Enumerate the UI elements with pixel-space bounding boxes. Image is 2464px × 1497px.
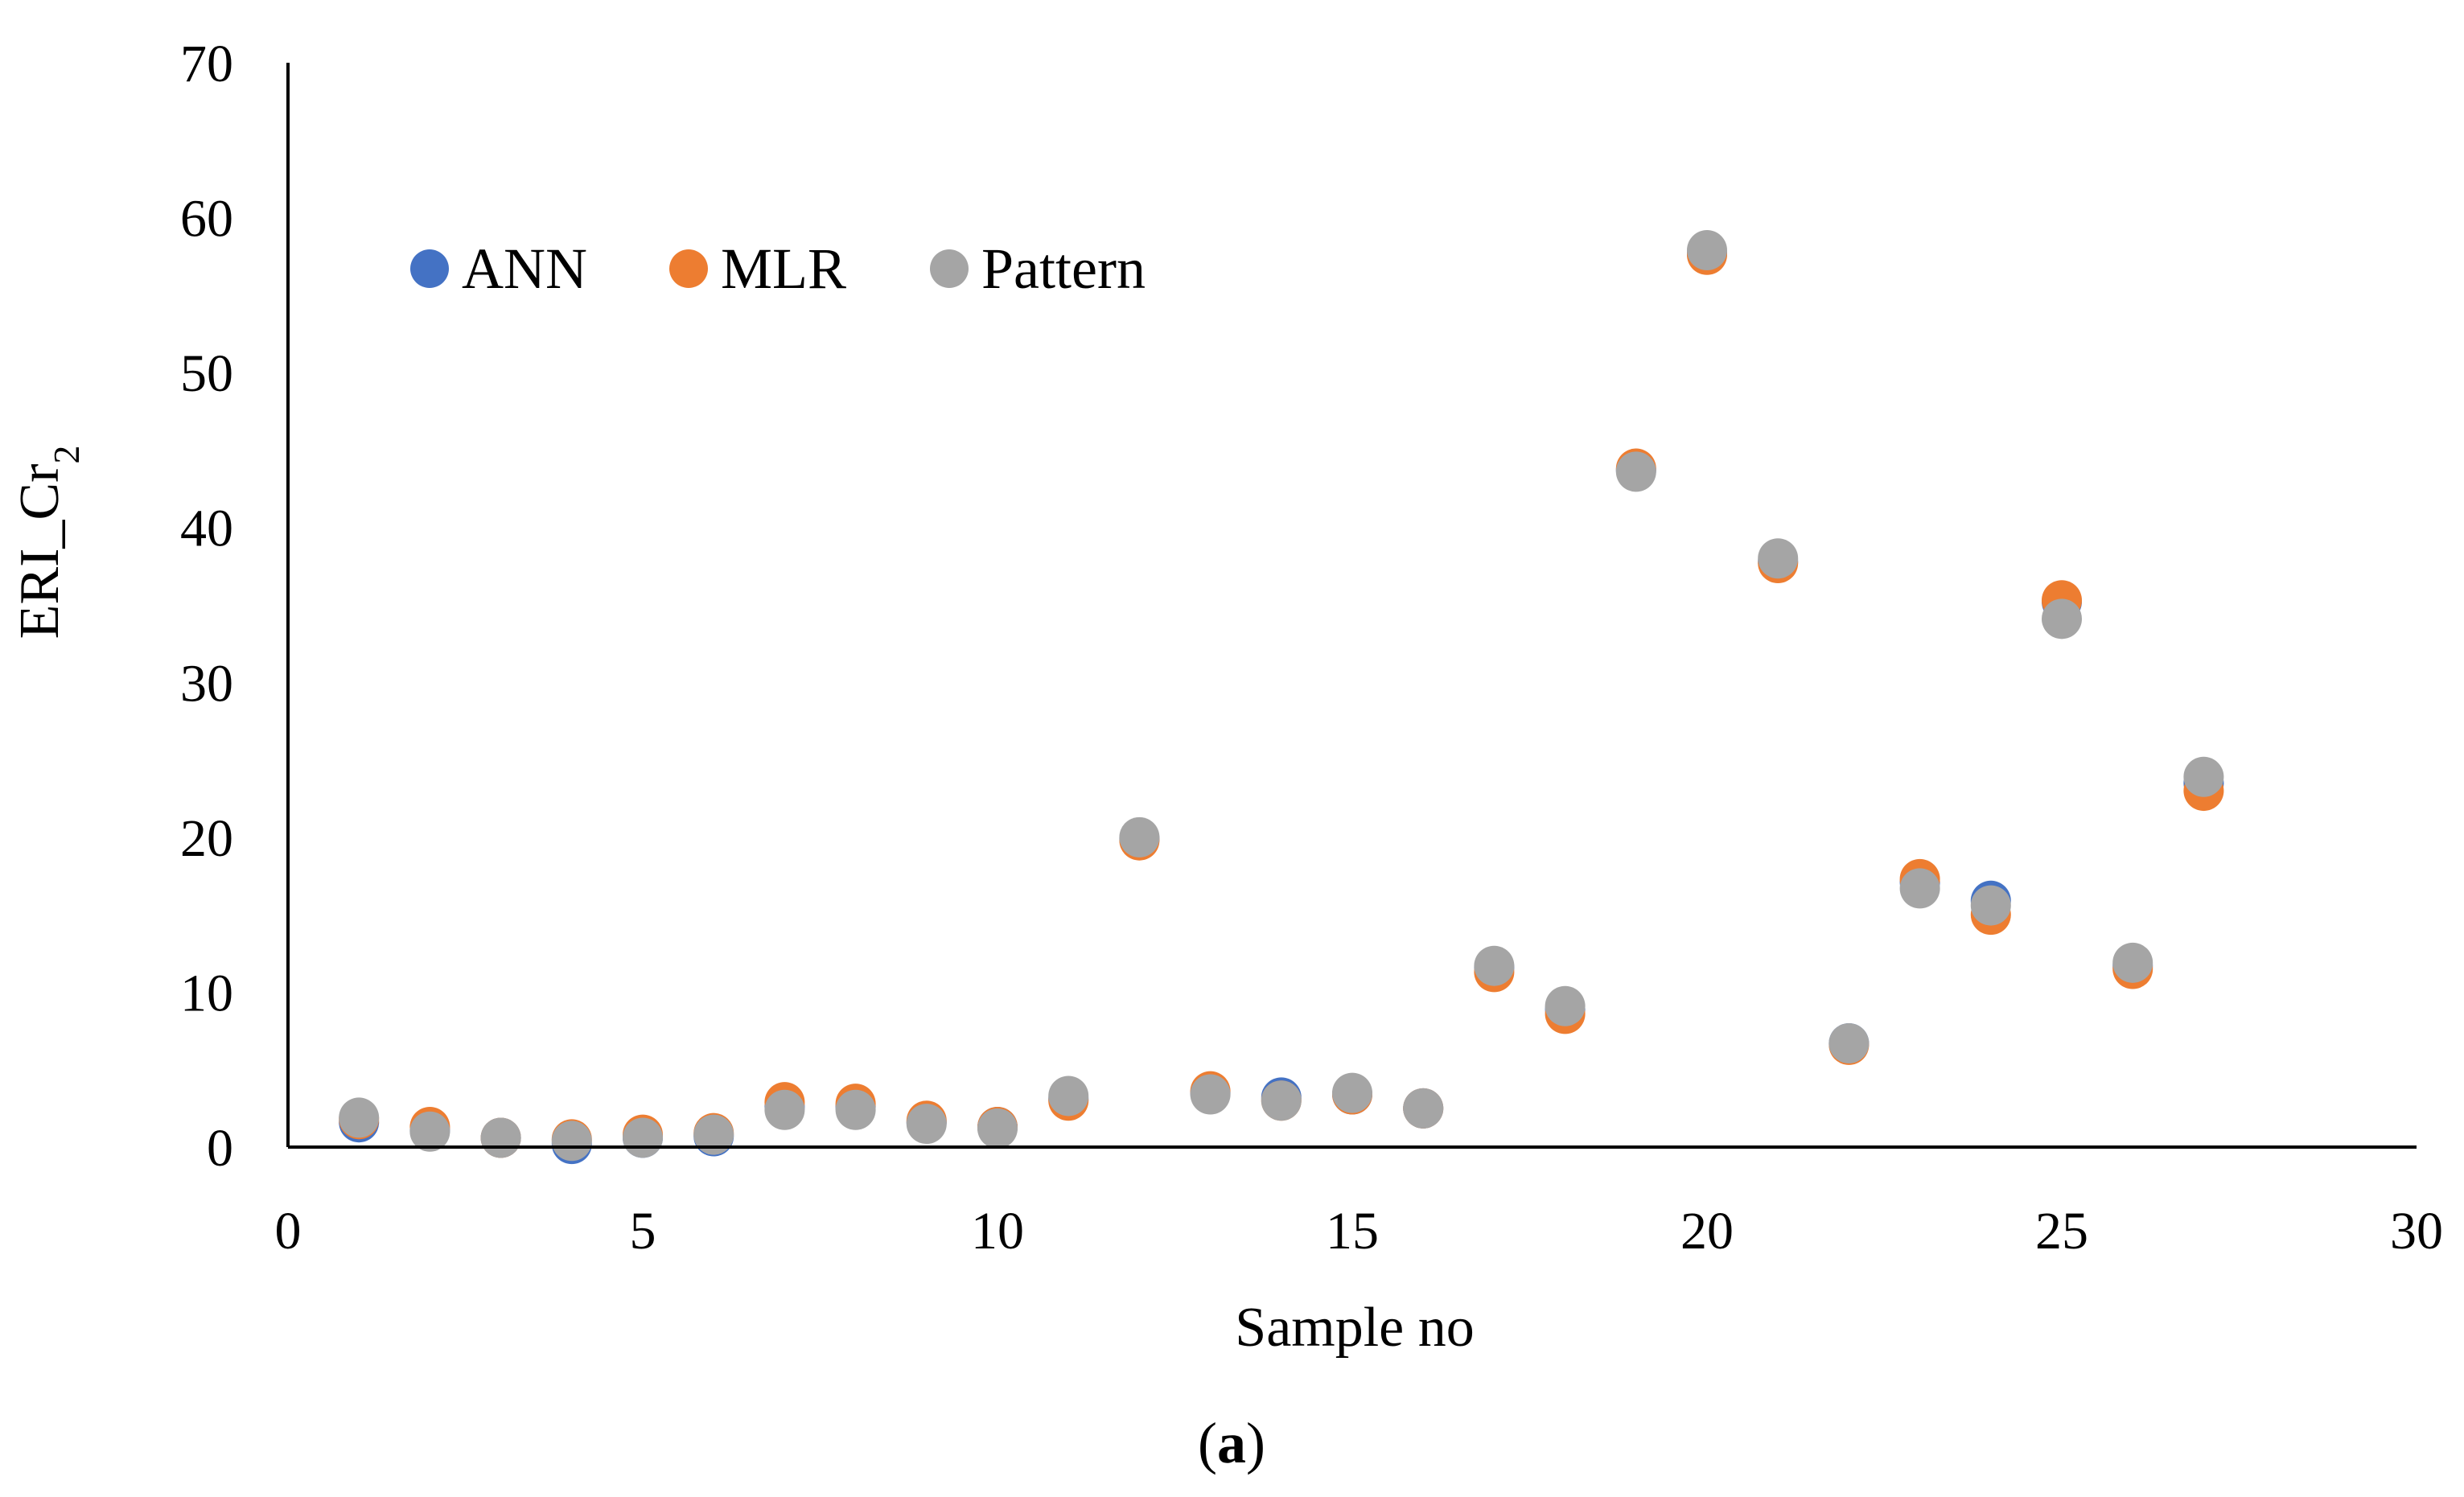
y-axis-title-main: ERI_Cr	[9, 464, 71, 640]
point-pattern	[693, 1114, 734, 1155]
point-pattern	[1758, 538, 1799, 579]
point-pattern	[764, 1089, 805, 1130]
legend-marker-ann	[410, 249, 449, 288]
y-tick-label: 10	[180, 964, 233, 1022]
point-pattern	[1828, 1022, 1870, 1063]
point-pattern	[339, 1097, 380, 1138]
y-tick-label: 60	[180, 190, 233, 249]
point-pattern	[2042, 598, 2082, 640]
point-pattern	[409, 1111, 450, 1152]
x-tick-label: 5	[630, 1202, 656, 1261]
legend-label-ann: ANN	[462, 236, 587, 301]
x-tick-label: 10	[971, 1202, 1024, 1261]
legend-label-pattern: Pattern	[981, 236, 1146, 301]
point-pattern	[2183, 756, 2224, 797]
caption-open: (	[1198, 1411, 1217, 1475]
y-tick-label: 50	[180, 344, 233, 403]
point-pattern	[1615, 451, 1656, 492]
y-axis-title: ERI_Cr2	[9, 446, 87, 640]
y-tick-label: 40	[180, 500, 233, 558]
point-pattern	[906, 1104, 947, 1145]
point-pattern	[1474, 945, 1515, 986]
legend-label-mlr: MLR	[721, 236, 846, 301]
point-pattern	[1190, 1074, 1231, 1115]
point-pattern	[977, 1108, 1018, 1149]
point-pattern	[1687, 230, 1727, 271]
y-tick-label: 70	[180, 35, 233, 93]
point-pattern	[480, 1117, 521, 1158]
y-tick-label: 30	[180, 654, 233, 713]
point-pattern	[2112, 942, 2153, 983]
legend: ANN MLR Pattern	[410, 236, 1146, 301]
point-pattern	[1545, 985, 1586, 1026]
y-axis-title-subscript: 2	[46, 446, 87, 464]
point-pattern	[1970, 885, 2011, 926]
x-tick-label: 30	[2390, 1202, 2443, 1261]
point-pattern	[623, 1117, 663, 1158]
figure-caption: (a)	[1198, 1411, 1265, 1475]
x-tick-label: 25	[2035, 1202, 2088, 1261]
point-pattern	[1403, 1088, 1444, 1129]
point-pattern	[1048, 1075, 1089, 1117]
x-axis-title: Sample no	[1235, 1297, 1474, 1359]
point-pattern	[551, 1121, 592, 1162]
x-tick-label: 0	[275, 1202, 302, 1261]
legend-marker-mlr	[669, 249, 708, 288]
caption-close: )	[1246, 1411, 1265, 1475]
data-markers	[339, 230, 2224, 1165]
point-pattern	[1332, 1072, 1372, 1113]
point-pattern	[835, 1089, 876, 1130]
caption-letter: a	[1217, 1411, 1246, 1475]
x-axis-ticks: 0 5 10 15 20 25 30	[275, 1202, 2444, 1261]
legend-marker-pattern	[930, 249, 969, 288]
point-pattern	[1899, 868, 1940, 909]
y-tick-label: 0	[207, 1119, 233, 1178]
y-tick-label: 20	[180, 809, 233, 868]
point-pattern	[1119, 816, 1160, 857]
y-axis-ticks: 0 10 20 30 40 50 60 70	[180, 35, 233, 1178]
x-tick-label: 20	[1680, 1202, 1734, 1261]
point-pattern	[1261, 1080, 1302, 1121]
x-tick-label: 15	[1326, 1202, 1379, 1261]
